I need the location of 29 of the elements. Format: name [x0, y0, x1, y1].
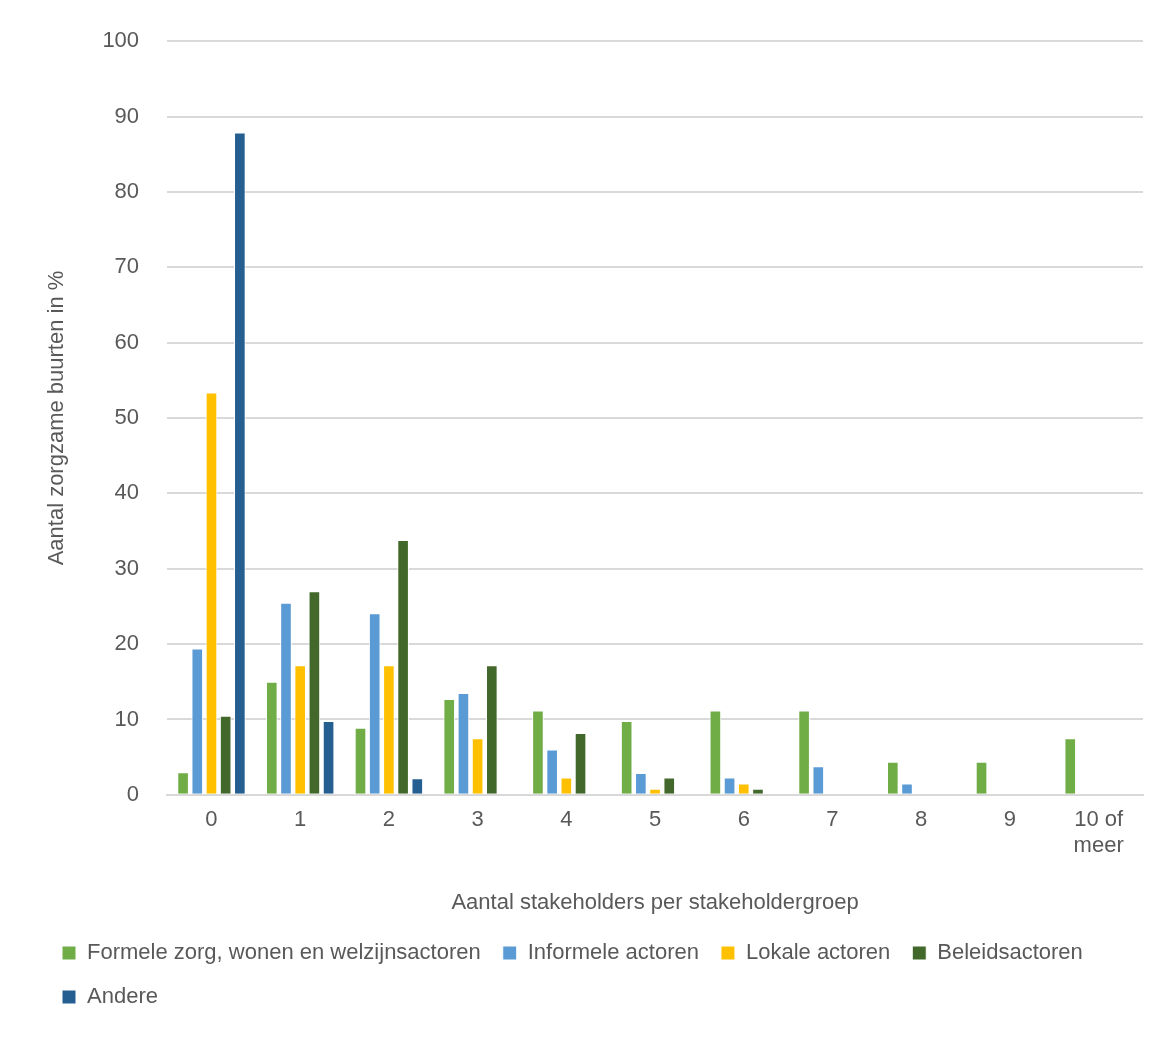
y-tick-label: 30	[114, 554, 140, 580]
x-tick-label: 10 of meer	[1073, 806, 1124, 858]
y-tick-label: 90	[114, 102, 140, 128]
x-tick-label: 7	[826, 806, 839, 832]
x-tick-label: 3	[471, 806, 484, 832]
legend-label: Beleidsactoren	[937, 939, 1083, 965]
x-axis-title: Aantal stakeholders per stakeholdergroep	[451, 888, 859, 914]
x-tick-label: 0	[205, 806, 218, 832]
x-tick-label: 5	[648, 806, 662, 832]
y-tick-label: 60	[114, 328, 140, 354]
x-tick-label: 1	[294, 806, 307, 832]
x-tick-label: 4	[560, 806, 573, 832]
y-tick-label: 20	[114, 630, 140, 656]
y-tick-label: 40	[114, 479, 140, 505]
y-tick-label: 0	[126, 780, 140, 806]
y-tick-label: 100	[102, 27, 140, 53]
x-tick-label: 9	[1003, 806, 1017, 832]
y-tick-label: 50	[114, 404, 140, 430]
x-tick-label: 8	[915, 806, 928, 832]
y-tick-label: 10	[114, 705, 140, 731]
legend-label: Informele actoren	[527, 939, 699, 965]
legend-label: Formele zorg, wonen en welzijnsactoren	[87, 939, 481, 965]
x-tick-label: 6	[737, 806, 750, 832]
y-axis-title: Aantal zorgzame buurten in %	[43, 270, 69, 566]
y-tick-label: 70	[114, 253, 140, 279]
x-tick-label: 2	[382, 806, 396, 832]
legend-label: Lokale actoren	[745, 939, 891, 965]
y-tick-label: 80	[114, 177, 140, 203]
legend-label: Andere	[87, 983, 158, 1009]
